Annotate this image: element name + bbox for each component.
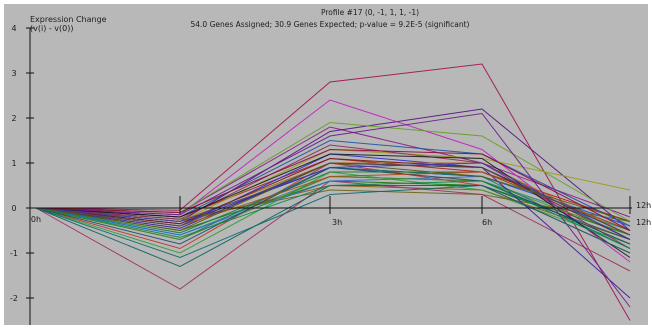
series-line-35: [35, 180, 631, 249]
x-tick-label: 12h: [636, 218, 651, 227]
series-layer: [35, 63, 631, 321]
y-tick-label: -1: [10, 249, 18, 258]
y-axis-label-sub: (v(i) - v(0)): [30, 24, 73, 33]
y-tick-label: 0: [11, 204, 16, 213]
y-tick-label: -2: [10, 294, 18, 303]
text-layer: Profile #17 (0, -1, 1, 1, -1) 54.0 Genes…: [10, 8, 651, 303]
axes-layer: [26, 27, 632, 325]
y-tick-label: 4: [11, 24, 16, 33]
x-tick-label: 3h: [332, 218, 342, 227]
y-axis-label: Expression Change: [30, 15, 107, 24]
x-tick-label: 6h: [482, 218, 492, 227]
chart-title: Profile #17 (0, -1, 1, 1, -1): [321, 8, 419, 17]
series-line-34: [35, 148, 631, 231]
y-tick-label: 3: [11, 69, 16, 78]
chart-subtitle: 54.0 Genes Assigned; 30.9 Genes Expected…: [191, 20, 470, 29]
y-tick-label: 2: [11, 114, 16, 123]
y-tick-label: 1: [11, 159, 16, 168]
series-line-28: [35, 112, 631, 308]
x-tick-label: 0h: [31, 215, 41, 224]
series-line-33: [35, 162, 631, 240]
series-line-36: [35, 162, 631, 236]
series-line-24: [35, 175, 631, 236]
x-tick-label-upper: 12h: [636, 201, 651, 210]
